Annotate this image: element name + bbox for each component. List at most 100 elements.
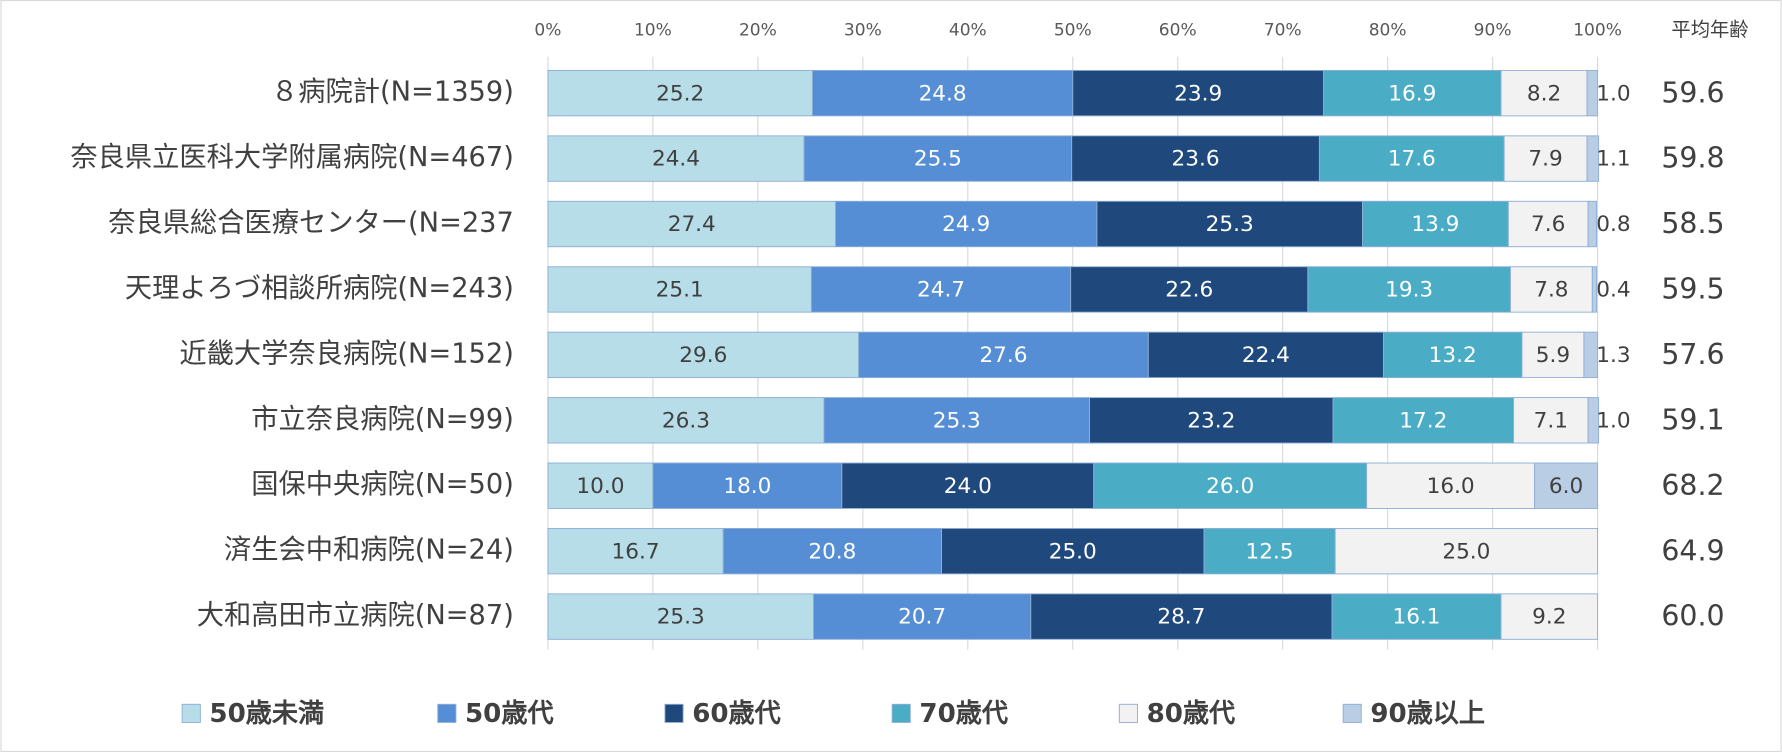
bar-segment bbox=[1331, 593, 1502, 640]
bar-segment bbox=[1072, 69, 1325, 117]
x-tick-label: 70% bbox=[1264, 21, 1302, 41]
value-label: 7.9 bbox=[1528, 147, 1562, 172]
bar-segment bbox=[1334, 527, 1599, 575]
category-label: ８病院計(N=1359) bbox=[271, 77, 514, 108]
value-label: 6.0 bbox=[1549, 474, 1583, 499]
average-age: 68.2 bbox=[1661, 469, 1724, 502]
bar-segment bbox=[1070, 266, 1309, 313]
value-label: 26.0 bbox=[1206, 474, 1254, 499]
value-label: 23.6 bbox=[1172, 147, 1220, 172]
x-tick-label: 50% bbox=[1054, 21, 1092, 41]
category-label: 奈良県立医科大学附属病院(N=467) bbox=[70, 142, 514, 173]
value-label: 0.8 bbox=[1596, 212, 1630, 237]
legend-label: 70歳代 bbox=[919, 699, 1008, 729]
legend-label: 60歳代 bbox=[692, 699, 781, 729]
bar-segment bbox=[652, 462, 843, 509]
value-label: 19.3 bbox=[1385, 278, 1433, 303]
bar-segment bbox=[1332, 397, 1515, 444]
bar-segment bbox=[1586, 135, 1600, 182]
bar-segment bbox=[1500, 593, 1599, 640]
category-label: 済生会中和病院(N=24) bbox=[224, 535, 514, 566]
value-label: 25.1 bbox=[656, 278, 704, 303]
bar-segment bbox=[1503, 135, 1588, 182]
x-tick-label: 0% bbox=[534, 21, 561, 41]
value-label: 24.4 bbox=[652, 147, 700, 172]
bar-segment bbox=[547, 527, 724, 575]
value-label: 20.8 bbox=[808, 539, 856, 564]
category-label: 近畿大学奈良病院(N=152) bbox=[179, 338, 514, 369]
bar-segment bbox=[1521, 331, 1585, 379]
bar-segment bbox=[813, 593, 1032, 640]
category-label: 天理よろづ相談所病院(N=243) bbox=[125, 273, 514, 304]
average-age: 59.5 bbox=[1661, 273, 1724, 306]
bar-segment bbox=[941, 527, 1205, 575]
average-age: 59.1 bbox=[1661, 403, 1724, 436]
bar-segment bbox=[547, 331, 860, 379]
bar-segment bbox=[547, 593, 814, 640]
category-label: 市立奈良病院(N=99) bbox=[251, 404, 514, 435]
value-label: 25.0 bbox=[1049, 539, 1097, 564]
value-label: 25.3 bbox=[933, 408, 981, 433]
value-label: 23.9 bbox=[1174, 81, 1222, 106]
legend-swatch bbox=[1342, 703, 1362, 723]
value-label: 10.0 bbox=[576, 474, 624, 499]
legend-swatch bbox=[1118, 703, 1138, 723]
value-label: 7.8 bbox=[1534, 278, 1568, 303]
bar-segment bbox=[1587, 200, 1597, 248]
value-label: 7.1 bbox=[1534, 408, 1568, 433]
bar-segment bbox=[1096, 200, 1363, 248]
value-label: 26.3 bbox=[662, 408, 710, 433]
value-label: 1.0 bbox=[1596, 408, 1630, 433]
bar-segment bbox=[1093, 462, 1368, 509]
average-age: 59.8 bbox=[1661, 142, 1724, 175]
bar-segment bbox=[858, 331, 1149, 379]
value-label: 16.0 bbox=[1427, 474, 1475, 499]
value-label: 25.3 bbox=[1206, 212, 1254, 237]
value-label: 22.6 bbox=[1165, 278, 1213, 303]
value-label: 13.2 bbox=[1429, 343, 1477, 368]
bar-segment bbox=[835, 200, 1098, 248]
category-label: 奈良県総合医療センター(N=237 bbox=[108, 208, 514, 239]
bar-segment bbox=[1071, 135, 1320, 182]
bar-segment bbox=[1318, 135, 1505, 182]
value-label: 1.0 bbox=[1596, 81, 1630, 106]
value-label: 23.2 bbox=[1187, 408, 1235, 433]
value-label: 17.2 bbox=[1399, 408, 1447, 433]
legend-label: 50歳未満 bbox=[209, 699, 324, 729]
bar-segment bbox=[547, 397, 825, 444]
value-label: 0.4 bbox=[1596, 278, 1630, 303]
bar-segment bbox=[547, 200, 836, 248]
value-label: 24.9 bbox=[942, 212, 990, 237]
average-age: 59.6 bbox=[1661, 76, 1724, 109]
x-tick-label: 20% bbox=[739, 21, 777, 41]
value-label: 25.0 bbox=[1442, 539, 1490, 564]
bar-segment bbox=[547, 266, 812, 313]
value-label: 18.0 bbox=[723, 474, 771, 499]
value-label: 13.9 bbox=[1411, 212, 1459, 237]
bar-segment bbox=[1583, 331, 1599, 379]
bar-segment bbox=[1323, 69, 1502, 117]
average-age: 57.6 bbox=[1661, 338, 1724, 371]
bar-segment bbox=[1307, 266, 1511, 313]
bar-segment bbox=[1366, 462, 1536, 509]
x-tick-label: 30% bbox=[844, 21, 882, 41]
legend-swatch bbox=[181, 703, 201, 723]
value-label: 20.7 bbox=[898, 605, 946, 630]
bar-segment bbox=[1500, 69, 1588, 117]
value-label: 22.4 bbox=[1242, 343, 1290, 368]
value-label: 5.9 bbox=[1536, 343, 1570, 368]
x-tick-label: 90% bbox=[1474, 21, 1512, 41]
legend-label: 90歳以上 bbox=[1370, 699, 1485, 729]
value-label: 25.5 bbox=[914, 147, 962, 172]
value-label: 1.3 bbox=[1596, 343, 1630, 368]
value-label: 1.1 bbox=[1596, 147, 1630, 172]
value-label: 24.8 bbox=[919, 81, 967, 106]
value-label: 27.6 bbox=[979, 343, 1027, 368]
bar-segment bbox=[1507, 200, 1589, 248]
category-label: 国保中央病院(N=50) bbox=[251, 469, 514, 500]
bar-segment bbox=[1586, 69, 1599, 117]
bar-segment bbox=[1591, 266, 1597, 313]
average-age: 60.0 bbox=[1661, 600, 1724, 633]
x-tick-label: 60% bbox=[1159, 21, 1197, 41]
